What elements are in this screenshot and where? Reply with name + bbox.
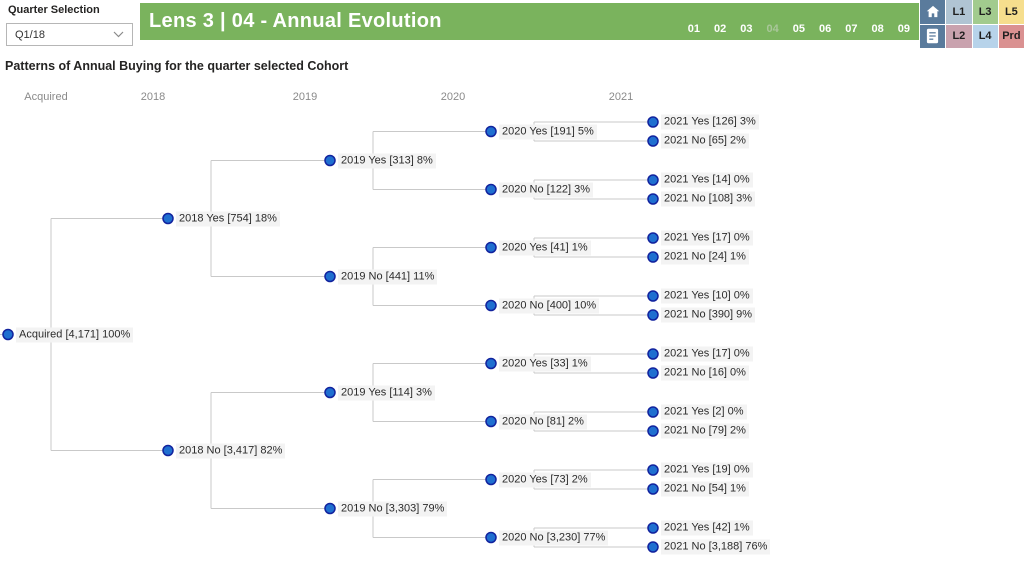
quarter-selection-value: Q1/18 [15,28,45,41]
quarter-selection-dropdown[interactable]: Q1/18 [6,23,133,46]
page-number-04[interactable]: 04 [766,23,779,35]
tree-node-dot[interactable] [647,541,659,553]
page-number-01[interactable]: 01 [687,23,700,35]
tree-node-dot[interactable] [647,522,659,534]
tree-node-dot[interactable] [485,357,497,370]
chevron-down-icon [113,31,124,38]
tree-node-dot[interactable] [647,290,659,302]
tree-node-label[interactable]: 2019 No [3,303] 79% [338,501,448,516]
tree-column-header-2020: 2020 [440,91,466,103]
tree-node-dot[interactable] [324,502,336,515]
nav-l3-button[interactable]: L3 [972,0,998,24]
nav-l5-button[interactable]: L5 [998,0,1024,24]
tree-node-dot[interactable] [162,212,174,225]
tree-node-dot[interactable] [485,299,497,312]
document-icon [926,28,939,44]
tree-node-dot[interactable] [485,183,497,196]
page-number-strip: 01 02 03 04 05 06 07 08 09 [688,23,910,35]
tree-node-dot[interactable] [647,135,659,147]
tree-node-label[interactable]: 2021 No [65] 2% [661,133,749,149]
quarter-selection-label: Quarter Selection [8,4,100,16]
tree-node-dot[interactable] [647,348,659,360]
title-bar: Lens 3 | 04 - Annual Evolution 01 02 03 04 0… [140,3,919,40]
tree-node-dot[interactable] [647,464,659,476]
lens-nav-grid: L1 L3 L5 L2 L4 Prd [920,0,1024,48]
tree-node-dot[interactable] [647,232,659,244]
tree-node-label[interactable]: 2021 No [54] 1% [661,481,749,497]
nav-home-button[interactable] [920,0,946,24]
page-number-07[interactable]: 07 [845,23,858,35]
tree-node-dot[interactable] [647,425,659,437]
tree-node-label[interactable]: 2020 Yes [73] 2% [499,472,591,487]
page-number-08[interactable]: 08 [871,23,884,35]
visual-title: Patterns of Annual Buying for the quarte… [5,59,349,73]
page-number-05[interactable]: 05 [792,23,805,35]
tree-node-label[interactable]: 2021 Yes [19] 0% [661,462,753,478]
tree-node-dot[interactable] [324,154,336,167]
tree-node-label[interactable]: 2020 Yes [33] 1% [499,356,591,371]
home-icon [925,4,941,19]
tree-column-header-2021: 2021 [608,91,634,103]
nav-l1-button[interactable]: L1 [946,0,972,24]
tree-node-label[interactable]: 2021 No [79] 2% [661,423,749,439]
tree-node-label[interactable]: 2019 No [441] 11% [338,269,438,284]
nav-document-button[interactable] [920,24,946,48]
tree-node-label[interactable]: 2020 No [81] 2% [499,414,587,429]
tree-node-dot[interactable] [485,241,497,254]
page-number-03[interactable]: 03 [740,23,753,35]
tree-node-dot[interactable] [324,270,336,283]
tree-node-label[interactable]: 2021 No [3,188] 76% [661,539,771,555]
tree-node-dot[interactable] [324,386,336,399]
tree-node-label[interactable]: 2021 No [24] 1% [661,249,749,265]
tree-node-label[interactable]: 2018 Yes [754] 18% [176,211,280,226]
tree-node-label[interactable]: 2020 Yes [41] 1% [499,240,591,255]
tree-node-label[interactable]: Acquired [4,171] 100% [16,327,134,342]
tree-node-label[interactable]: 2021 Yes [17] 0% [661,346,753,362]
tree-node-dot[interactable] [647,251,659,263]
tree-node-label[interactable]: 2018 No [3,417] 82% [176,443,286,458]
nav-prd-button[interactable]: Prd [998,24,1024,48]
tree-node-dot[interactable] [647,174,659,186]
tree-node-dot[interactable] [647,116,659,128]
tree-node-dot[interactable] [647,483,659,495]
tree-node-label[interactable]: 2019 Yes [114] 3% [338,385,435,400]
tree-node-dot[interactable] [162,444,174,457]
tree-node-dot[interactable] [485,415,497,428]
nav-l2-button[interactable]: L2 [946,24,972,48]
tree-node-label[interactable]: 2021 Yes [2] 0% [661,404,747,420]
tree-node-dot[interactable] [647,193,659,205]
tree-node-label[interactable]: 2021 No [108] 3% [661,191,756,207]
page-number-06[interactable]: 06 [819,23,832,35]
tree-node-dot[interactable] [485,125,497,138]
tree-node-label[interactable]: 2020 Yes [191] 5% [499,124,597,139]
nav-l4-button[interactable]: L4 [972,24,998,48]
tree-column-header-acquired: Acquired [24,91,68,103]
tree-node-label[interactable]: 2020 No [400] 10% [499,298,600,313]
tree-node-label[interactable]: 2020 No [122] 3% [499,182,594,197]
tree-node-label[interactable]: 2019 Yes [313] 8% [338,153,436,168]
page-number-02[interactable]: 02 [714,23,727,35]
tree-node-dot[interactable] [2,328,14,341]
tree-node-label[interactable]: 2021 Yes [126] 3% [661,114,759,130]
tree-node-dot[interactable] [647,309,659,321]
page-title: Lens 3 | 04 - Annual Evolution [149,10,442,32]
tree-column-header-2019: 2019 [292,91,318,103]
tree-node-label[interactable]: 2021 Yes [14] 0% [661,172,753,188]
tree-node-label[interactable]: 2021 Yes [10] 0% [661,288,753,304]
tree-node-label[interactable]: 2021 Yes [17] 0% [661,230,753,246]
tree-node-label[interactable]: 2021 Yes [42] 1% [661,520,753,536]
tree-column-header-2018: 2018 [140,91,166,103]
tree-node-dot[interactable] [485,531,497,544]
page-number-09[interactable]: 09 [897,23,910,35]
tree-node-dot[interactable] [485,473,497,486]
tree-node-label[interactable]: 2021 No [390] 9% [661,307,756,323]
tree-node-label[interactable]: 2021 No [16] 0% [661,365,749,381]
tree-node-dot[interactable] [647,406,659,418]
tree-node-label[interactable]: 2020 No [3,230] 77% [499,530,609,545]
tree-node-dot[interactable] [647,367,659,379]
